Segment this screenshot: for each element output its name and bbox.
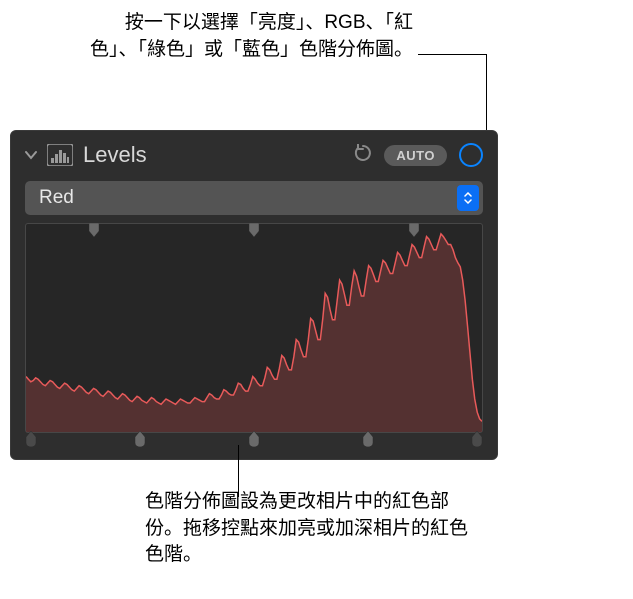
bottom-handles bbox=[26, 431, 482, 447]
dropdown-value: Red bbox=[39, 187, 457, 209]
levels-icon bbox=[47, 144, 73, 166]
annotation-bottom: 色階分佈圖設為更改相片中的紅色部份。拖移控點來加亮或加深相片的紅色色階。 bbox=[145, 489, 475, 569]
channel-dropdown[interactable]: Red bbox=[25, 181, 483, 215]
callout-line bbox=[418, 54, 486, 55]
bottom-handle[interactable] bbox=[247, 431, 261, 447]
reset-icon[interactable] bbox=[354, 144, 372, 167]
levels-panel: Levels AUTO Red bbox=[10, 130, 498, 460]
histogram bbox=[25, 223, 483, 433]
enable-toggle[interactable] bbox=[459, 143, 483, 167]
dropdown-arrows-icon bbox=[457, 185, 479, 211]
bottom-handle[interactable] bbox=[24, 431, 38, 447]
bottom-handle[interactable] bbox=[133, 431, 147, 447]
bottom-handle[interactable] bbox=[361, 431, 375, 447]
bottom-handle[interactable] bbox=[470, 431, 484, 447]
panel-header: Levels AUTO bbox=[11, 131, 497, 177]
annotation-top: 按一下以選擇「亮度」、RGB、「紅色」、「綠色」或「藍色」色階分佈圖。 bbox=[83, 10, 413, 63]
panel-title: Levels bbox=[83, 142, 354, 168]
histogram-chart bbox=[26, 224, 482, 432]
auto-button[interactable]: AUTO bbox=[384, 145, 447, 166]
chevron-down-icon[interactable] bbox=[25, 147, 37, 163]
